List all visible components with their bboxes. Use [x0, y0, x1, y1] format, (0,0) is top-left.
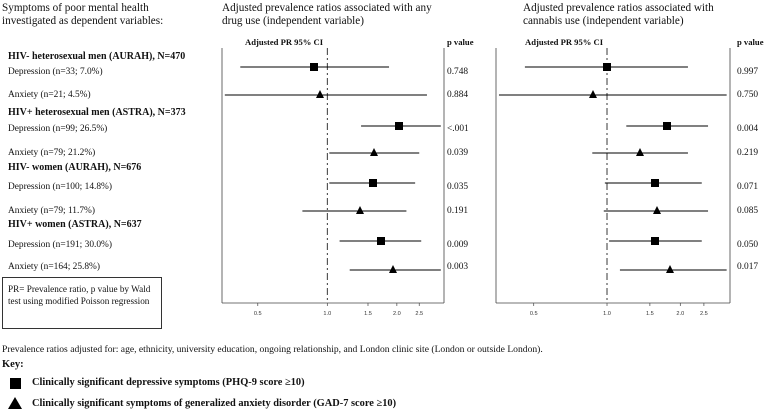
row-label: Anxiety (n=79; 21.2%) [8, 148, 96, 158]
panel2-pvalue: 0.750 [737, 90, 759, 100]
row-label: Depression (n=191; 30.0%) [8, 240, 112, 250]
key-triangle-icon [8, 397, 22, 409]
group-label: HIV+ women (ASTRA), N=637 [8, 219, 142, 230]
note-box: PR= Prevalence ratio, p value by Wald te… [2, 277, 162, 329]
panel1-pvalue: 0.035 [447, 182, 469, 192]
x-tick-label: 2.0 [676, 311, 684, 317]
pr-square-marker [310, 63, 319, 71]
panel1-pvalue-label: p value [447, 37, 474, 47]
panel2-ci-label: Adjusted PR 95% CI [525, 37, 604, 47]
pr-square-marker [603, 63, 611, 71]
x-tick-label: 2.0 [393, 311, 401, 317]
key-title: Key: [2, 359, 24, 370]
panel2-header-line2: cannabis use (independent variable) [523, 15, 684, 27]
panel1-header-line1: Adjusted prevalence ratios associated wi… [222, 2, 432, 14]
panel2-header-line1: Adjusted prevalence ratios associated wi… [523, 2, 714, 14]
pr-triangle-marker [355, 206, 364, 214]
row-label: Depression (n=33; 7.0%) [8, 67, 103, 77]
x-tick-label: 0.5 [530, 311, 538, 317]
panel2-pvalue: 0.219 [737, 148, 759, 158]
panel1-pvalue: 0.191 [447, 206, 469, 216]
pr-triangle-marker [636, 148, 645, 156]
left-header-line1: Symptoms of poor mental health [2, 2, 149, 14]
x-tick-label: 2.5 [415, 311, 423, 317]
pr-square-marker [650, 179, 659, 187]
group-label: HIV+ heterosexual men (ASTRA), N=373 [8, 107, 186, 118]
panel1-pvalue: 0.884 [447, 90, 469, 100]
row-label: Depression (n=99; 26.5%) [8, 124, 108, 134]
panel2-header: Adjusted prevalence ratios associated wi… [523, 2, 714, 28]
pr-triangle-marker [389, 265, 398, 273]
pr-triangle-marker [370, 148, 379, 156]
x-tick-label: 1.5 [364, 311, 372, 317]
panel2-pvalue: 0.050 [737, 240, 759, 250]
panel2-pvalue-label: p value [737, 37, 764, 47]
row-label: Anxiety (n=79; 11.7%) [8, 206, 95, 216]
footnote: Prevalence ratios adjusted for: age, eth… [2, 344, 543, 355]
x-tick-label: 1.5 [646, 311, 654, 317]
group-label: HIV- heterosexual men (AURAH), N=470 [8, 51, 186, 62]
pr-triangle-marker [666, 265, 675, 273]
panel1-ci-label: Adjusted PR 95% CI [245, 37, 324, 47]
pr-square-marker [376, 237, 385, 245]
panel1-pvalue: <.001 [447, 124, 469, 134]
pr-square-marker [651, 237, 660, 245]
x-tick-label: 1.0 [603, 311, 611, 317]
pr-square-marker [395, 122, 404, 130]
x-tick-label: 0.5 [254, 311, 262, 317]
panel1-pvalue: 0.009 [447, 240, 469, 250]
x-tick-label: 2.5 [700, 311, 708, 317]
pr-triangle-marker [652, 206, 661, 214]
key-depression: Clinically significant depressive sympto… [32, 377, 305, 388]
panel1-header: Adjusted prevalence ratios associated wi… [222, 2, 432, 28]
panel2-pvalue: 0.085 [737, 206, 759, 216]
panel2-pvalue: 0.997 [737, 67, 759, 77]
key-anxiety: Clinically significant symptoms of gener… [32, 398, 397, 409]
panel1-header-line2: drug use (independent variable) [222, 15, 364, 27]
left-header-line2: investigated as dependent variables: [2, 15, 164, 27]
pr-square-marker [369, 179, 378, 187]
panel1-pvalue: 0.039 [447, 148, 469, 158]
panel2-pvalue: 0.071 [737, 182, 759, 192]
pr-square-marker [663, 122, 672, 130]
panel2-pvalue: 0.004 [737, 124, 759, 134]
panel1-pvalue: 0.748 [447, 67, 469, 77]
x-tick-label: 1.0 [323, 311, 331, 317]
panel1-pvalue: 0.003 [447, 262, 469, 272]
group-label: HIV- women (AURAH), N=676 [8, 162, 142, 173]
row-label: Depression (n=100; 14.8%) [8, 182, 112, 192]
pr-triangle-marker [316, 90, 325, 98]
key-square-icon [10, 378, 21, 389]
row-label: Anxiety (n=21; 4.5%) [8, 90, 91, 100]
row-label: Anxiety (n=164; 25.8%) [8, 262, 100, 272]
left-header: Symptoms of poor mental health investiga… [2, 2, 163, 28]
panel2-pvalue: 0.017 [737, 262, 759, 272]
pr-triangle-marker [589, 90, 598, 98]
